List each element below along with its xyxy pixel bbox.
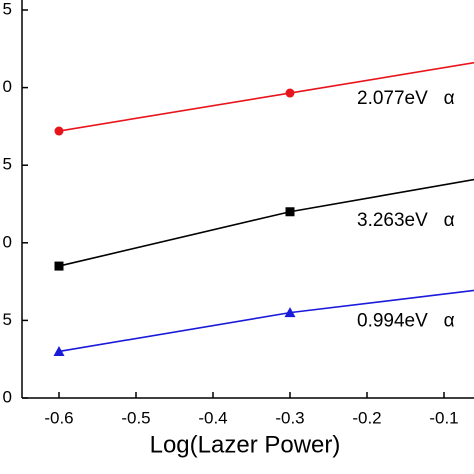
x-tick-label: -0.1 bbox=[429, 408, 458, 427]
marker bbox=[285, 207, 295, 217]
x-tick-label: -0.4 bbox=[198, 408, 227, 427]
annotation: 3.263eV α bbox=[357, 210, 455, 231]
marker bbox=[284, 307, 296, 318]
x-tick-label: -0.6 bbox=[44, 408, 73, 427]
marker bbox=[285, 88, 295, 98]
x-tick-label: -0.2 bbox=[352, 408, 381, 427]
plot-area bbox=[53, 61, 474, 356]
y-tick-label: 0 bbox=[3, 232, 12, 251]
y-tick-label: 0 bbox=[3, 77, 12, 96]
y-tick-label: 5 bbox=[3, 0, 12, 18]
x-tick-label: -0.5 bbox=[121, 408, 150, 427]
marker bbox=[53, 345, 65, 356]
x-axis-label: Log(Lazer Power) bbox=[150, 431, 341, 458]
y-tick-label: 0 bbox=[3, 387, 12, 406]
x-tick-label: -0.3 bbox=[275, 408, 304, 427]
y-tick-label: 5 bbox=[3, 155, 12, 174]
annotation: 2.077eV α bbox=[357, 88, 455, 109]
y-tick-label: 5 bbox=[3, 310, 12, 329]
marker bbox=[54, 261, 64, 271]
marker bbox=[54, 126, 64, 136]
annotation: 0.994eV α bbox=[357, 311, 455, 332]
